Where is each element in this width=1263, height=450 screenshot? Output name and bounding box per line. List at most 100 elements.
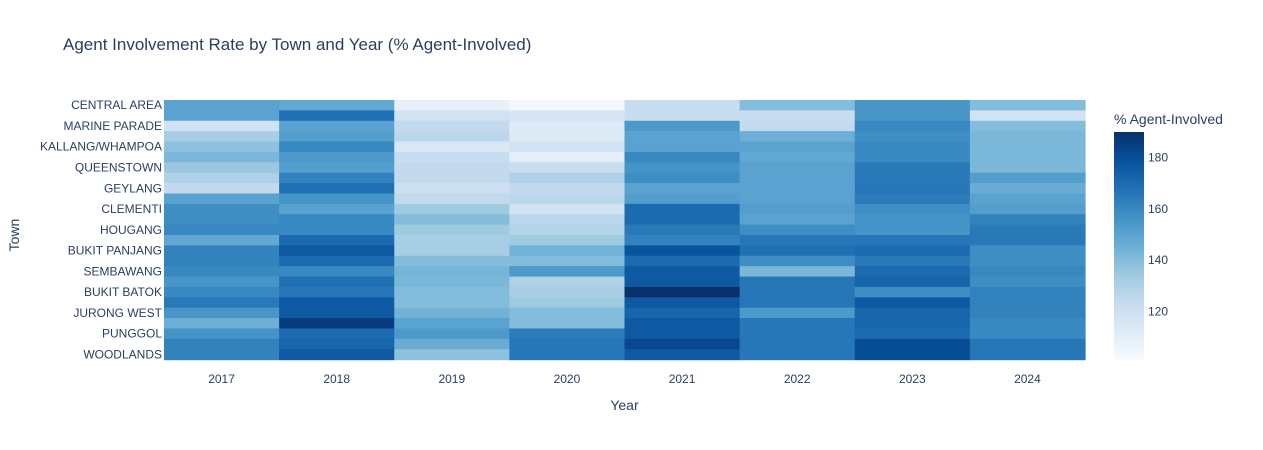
heatmap-cell: [394, 255, 510, 267]
heatmap-cell: [279, 120, 395, 132]
heatmap-cell: [969, 297, 1086, 309]
colorbar-gradient: [1114, 132, 1144, 360]
heatmap-cell: [854, 318, 971, 330]
heatmap-cell: [394, 224, 510, 236]
y-tick-label: CENTRAL AREA: [71, 98, 162, 112]
y-tick-label: BUKIT BATOK: [84, 285, 162, 299]
heatmap-cell: [164, 172, 280, 184]
heatmap-cell: [969, 255, 1086, 267]
heatmap-cell: [279, 245, 395, 257]
heatmap-cell: [509, 328, 626, 340]
heatmap-cell: [739, 100, 856, 111]
heatmap-cell: [279, 266, 395, 278]
heatmap-cell: [624, 141, 741, 153]
heatmap-cell: [854, 193, 971, 205]
heatmap-cell: [164, 100, 280, 111]
heatmap-cell: [739, 266, 856, 278]
heatmap-cell: [624, 349, 741, 361]
heatmap-cell: [509, 214, 626, 226]
y-tick-label: SEMBAWANG: [84, 264, 162, 278]
heatmap-cell: [854, 214, 971, 226]
heatmap-cell: [279, 151, 395, 163]
y-tick-label: MARINE PARADE: [64, 119, 162, 133]
y-axis-title: Town: [6, 219, 22, 252]
heatmap-cell: [969, 224, 1086, 236]
heatmap-cell: [739, 318, 856, 330]
y-tick-label: GEYLANG: [104, 181, 162, 195]
heatmap-cell: [394, 235, 510, 246]
heatmap-cell: [394, 297, 510, 309]
heatmap-cell: [394, 151, 510, 163]
heatmap-cell: [509, 245, 626, 257]
heatmap-cell: [969, 276, 1086, 288]
heatmap-cell: [279, 338, 395, 350]
heatmap-cell: [164, 203, 280, 215]
heatmap-cell: [854, 235, 971, 246]
heatmap-cell: [624, 131, 741, 143]
heatmap-cell: [624, 183, 741, 195]
heatmap-cell: [394, 141, 510, 153]
heatmap-cell: [279, 235, 395, 246]
heatmap-cell: [624, 193, 741, 205]
heatmap-cell: [739, 172, 856, 184]
y-tick-label: KALLANG/WHAMPOA: [40, 140, 162, 154]
heatmap-cell: [394, 120, 510, 132]
heatmap-cell: [164, 328, 280, 340]
heatmap-cell: [739, 203, 856, 215]
heatmap-cell: [279, 276, 395, 288]
heatmap-cell: [624, 162, 741, 174]
heatmap-cell: [509, 131, 626, 143]
heatmap-cell: [969, 338, 1086, 350]
heatmap-cell: [164, 235, 280, 246]
heatmap-cell: [164, 286, 280, 298]
heatmap-cell: [509, 141, 626, 153]
heatmap-cell: [394, 349, 510, 361]
heatmap-cell: [509, 255, 626, 267]
y-tick-label: HOUGANG: [100, 223, 162, 237]
heatmap-cell: [739, 286, 856, 298]
heatmap-cell: [739, 307, 856, 319]
heatmap-cell: [624, 235, 741, 246]
heatmap-cell: [164, 338, 280, 350]
heatmap-cell: [854, 110, 971, 122]
heatmap-cell: [279, 286, 395, 298]
heatmap-cell: [969, 131, 1086, 143]
heatmap-cell: [969, 120, 1086, 132]
heatmap-cell: [969, 162, 1086, 174]
heatmap-cell: [279, 255, 395, 267]
heatmap-cell: [969, 172, 1086, 184]
heatmap-cell: [969, 328, 1086, 340]
heatmap-cell: [279, 349, 395, 361]
heatmap-cell: [739, 328, 856, 340]
heatmap-cell: [854, 141, 971, 153]
heatmap-cell: [394, 307, 510, 319]
heatmap-cell: [624, 151, 741, 163]
heatmap-cell: [394, 328, 510, 340]
heatmap-cell: [164, 120, 280, 132]
heatmap-cell: [969, 100, 1086, 111]
x-axis-title: Year: [610, 397, 639, 413]
heatmap-cell: [624, 318, 741, 330]
heatmap-cell: [739, 120, 856, 132]
heatmap-cell: [969, 141, 1086, 153]
heatmap-cell: [509, 276, 626, 288]
heatmap-cell: [854, 276, 971, 288]
heatmap-cell: [509, 120, 626, 132]
heatmap-cell: [624, 286, 741, 298]
heatmap-cell: [624, 297, 741, 309]
heatmap-cell: [739, 183, 856, 195]
heatmap-cell: [509, 266, 626, 278]
heatmap-cell: [509, 193, 626, 205]
heatmap-cell: [394, 131, 510, 143]
x-tick-label: 2023: [899, 372, 926, 386]
heatmap-cell: [279, 193, 395, 205]
heatmap-cell: [394, 338, 510, 350]
x-tick-label: 2021: [669, 372, 696, 386]
heatmap-cell: [509, 151, 626, 163]
colorbar-tick-label: 140: [1148, 253, 1168, 267]
colorbar: 120 140 160 180: [1114, 132, 1168, 360]
heatmap-cell: [394, 110, 510, 122]
heatmap-cell: [394, 172, 510, 184]
heatmap-cell: [969, 151, 1086, 163]
